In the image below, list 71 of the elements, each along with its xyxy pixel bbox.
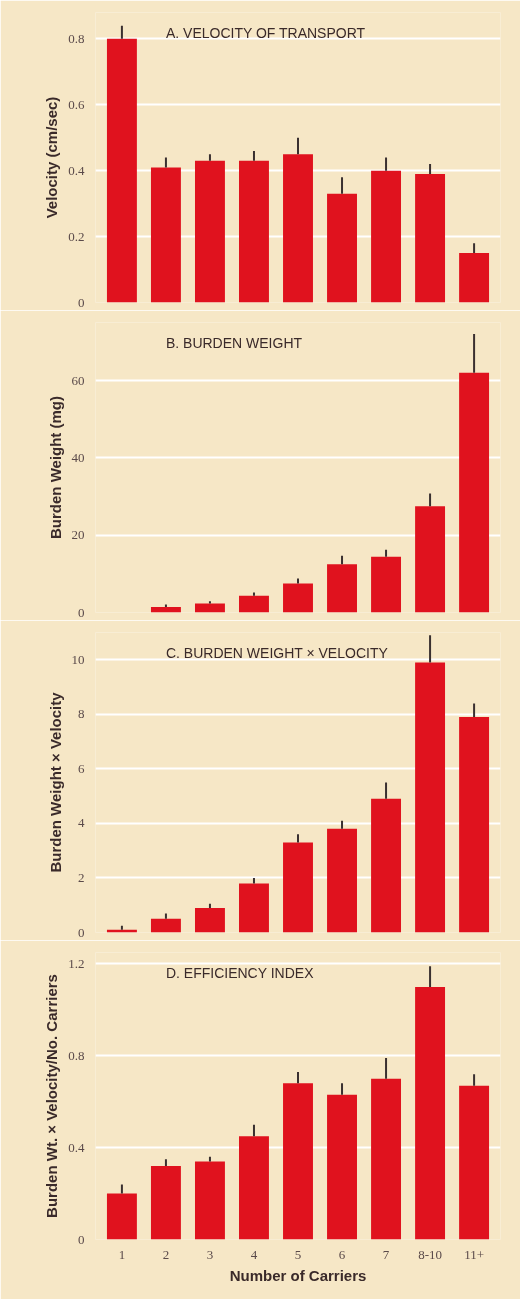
bar: [239, 1136, 269, 1240]
bar: [371, 1078, 402, 1240]
bar: [415, 986, 446, 1240]
x-tick-label: 5: [294, 1246, 302, 1262]
bar: [459, 717, 490, 933]
x-tick-label: 7: [382, 1246, 390, 1262]
y-tick-label: 8: [78, 706, 85, 722]
bar: [415, 662, 446, 933]
y-tick-label: 0: [78, 1231, 85, 1247]
bar: [283, 583, 313, 613]
text: C. BURDEN WEIGHT × VELOCITY: [165, 644, 389, 661]
bar: [106, 38, 137, 303]
y-axis-title: Burden Wt. × Velocity/No. Carriers: [43, 974, 61, 1218]
text: B. BURDEN WEIGHT: [165, 334, 303, 351]
y-tick-label: 0.2: [68, 228, 85, 244]
x-axis-title: Number of Carriers: [229, 1266, 367, 1284]
x-tick-label: 6: [338, 1246, 346, 1262]
bar: [239, 160, 269, 303]
bar: [459, 1085, 490, 1240]
bar: [459, 372, 490, 613]
y-tick-label: 2: [78, 869, 85, 885]
y-tick-label: 0.4: [68, 1139, 85, 1155]
y-tick-label: 1.2: [68, 955, 85, 971]
text: D. EFFICIENCY INDEX: [165, 964, 315, 981]
y-axis-title: Burden Weight (mg): [46, 395, 64, 540]
y-tick-label: 0.6: [68, 96, 85, 112]
bar: [283, 154, 313, 303]
y-tick-label: 0.8: [68, 1047, 85, 1063]
x-tick-label: 3: [206, 1246, 214, 1262]
y-tick-label: 0.4: [68, 162, 85, 178]
bar: [327, 828, 357, 933]
bar: [150, 918, 181, 933]
y-tick-label: 0: [78, 924, 85, 940]
y-tick-label: 0: [78, 604, 85, 620]
bar: [327, 1094, 357, 1240]
y-tick-label: 10: [71, 651, 85, 667]
y-tick-label: 4: [78, 815, 85, 831]
x-tick-label: 2: [162, 1246, 170, 1262]
bar: [283, 1083, 313, 1240]
bar: [150, 607, 181, 613]
x-tick-label: 1: [118, 1246, 126, 1262]
x-tick-label: 4: [250, 1246, 258, 1262]
bar: [327, 564, 357, 613]
bar: [106, 1193, 137, 1240]
y-axis-title: Velocity (cm/sec): [43, 96, 61, 219]
y-axis-title: Burden Weight × Velocity: [46, 691, 64, 873]
bar: [415, 173, 446, 303]
y-tick-label: 40: [71, 449, 85, 465]
y-tick-label: 60: [71, 372, 85, 388]
bar: [371, 798, 402, 933]
bar: [415, 506, 446, 613]
bar: [150, 167, 181, 303]
bar: [327, 193, 357, 303]
bar: [150, 1166, 181, 1240]
text: A. VELOCITY OF TRANSPORT: [165, 24, 366, 41]
bar: [194, 603, 225, 613]
bar: [459, 253, 490, 303]
bar: [194, 907, 225, 933]
y-tick-label: 20: [71, 527, 85, 543]
x-tick-label: 8-10: [418, 1246, 442, 1262]
bar: [194, 160, 225, 303]
y-tick-label: 0.8: [68, 30, 85, 46]
bar: [371, 170, 402, 303]
bar: [239, 883, 269, 933]
y-tick-label: 6: [78, 760, 85, 776]
bar: [371, 556, 402, 613]
y-tick-label: 0: [78, 294, 85, 310]
x-tick-label: 11+: [464, 1246, 485, 1262]
bar: [194, 1161, 225, 1240]
bar: [239, 595, 269, 613]
bar: [283, 842, 313, 933]
